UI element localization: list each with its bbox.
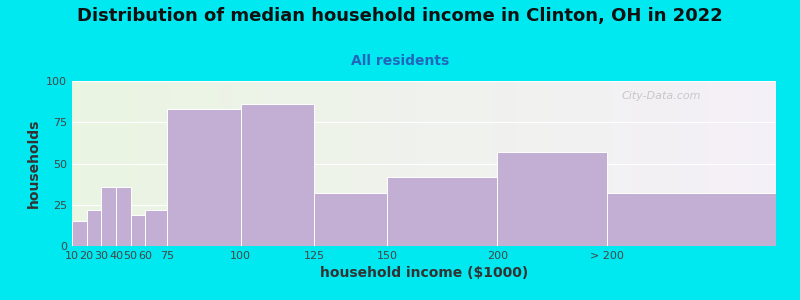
- Text: All residents: All residents: [351, 54, 449, 68]
- Bar: [116, 187, 130, 246]
- Bar: [607, 193, 776, 246]
- Bar: [102, 187, 116, 246]
- Bar: [146, 210, 167, 246]
- Bar: [498, 152, 607, 246]
- Bar: [387, 177, 498, 246]
- Text: Distribution of median household income in Clinton, OH in 2022: Distribution of median household income …: [77, 8, 723, 26]
- Bar: [241, 104, 314, 246]
- Bar: [130, 215, 146, 246]
- Y-axis label: households: households: [26, 119, 41, 208]
- X-axis label: household income ($1000): household income ($1000): [320, 266, 528, 280]
- Bar: [72, 221, 86, 246]
- Bar: [167, 109, 241, 246]
- Bar: [86, 210, 102, 246]
- Bar: [314, 193, 387, 246]
- Text: City-Data.com: City-Data.com: [621, 91, 701, 101]
